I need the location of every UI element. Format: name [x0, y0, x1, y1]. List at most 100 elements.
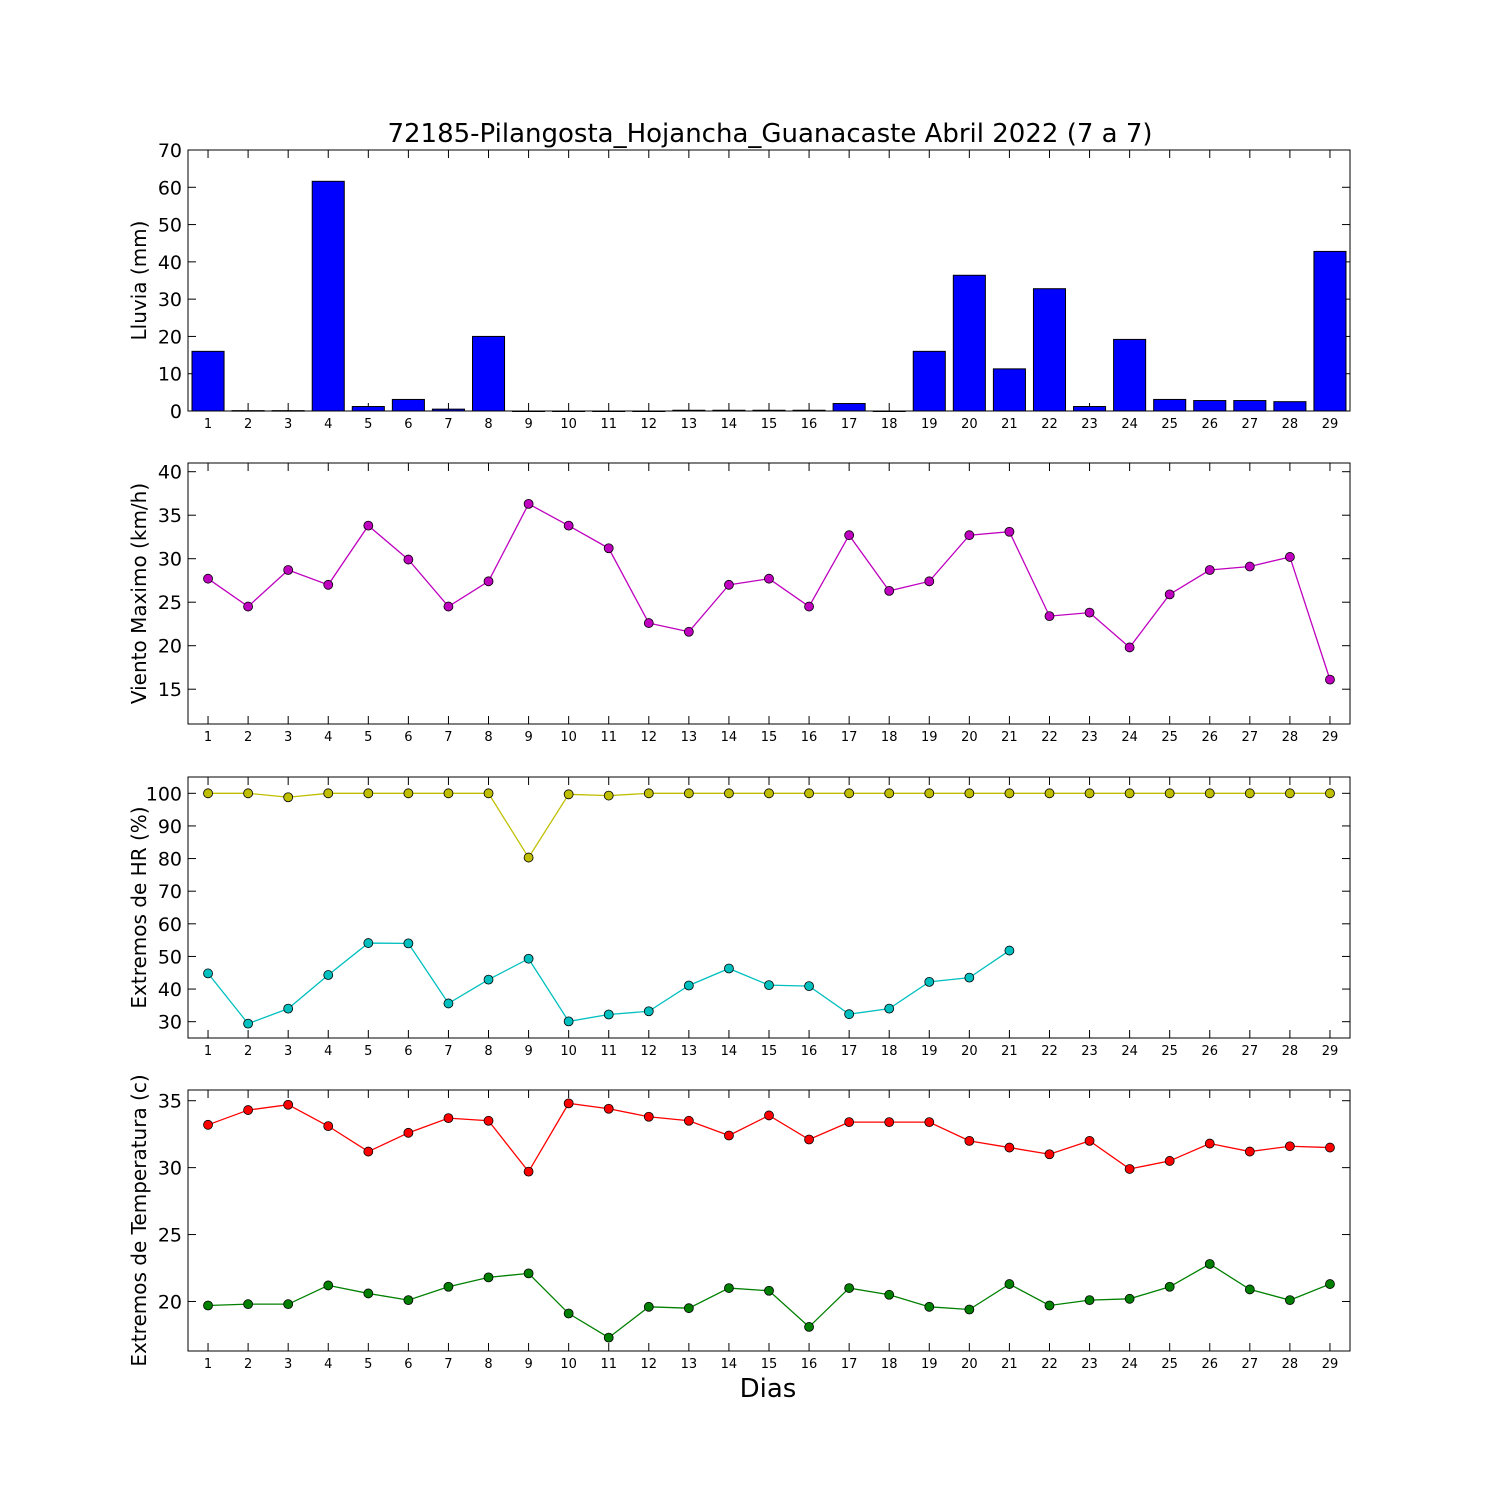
humidity-xtick-label: 1	[204, 1044, 212, 1059]
humidity-xtick-label: 20	[961, 1044, 978, 1059]
humidity-series-1-point	[563, 1016, 574, 1027]
humidity-xtick-label: 22	[1041, 1044, 1058, 1059]
rain-xtick-label: 2	[244, 417, 252, 432]
humidity-xtick-label: 7	[444, 1044, 452, 1059]
rain-xtick-label: 19	[921, 417, 938, 432]
temperature-series-1-point	[243, 1299, 254, 1310]
rain-bar	[952, 274, 986, 412]
humidity-xtick-label: 16	[801, 1044, 818, 1059]
wind-series-0-point	[724, 579, 734, 590]
temperature-series-0-point	[844, 1117, 855, 1128]
rain-ytick-label: 30	[158, 289, 182, 311]
rain-xtick-label: 28	[1282, 417, 1299, 432]
humidity-series-1-point	[443, 998, 454, 1009]
temperature-xtick-label: 2	[244, 1357, 252, 1372]
temperature-series-1-point	[1204, 1259, 1215, 1269]
humidity-series-1-point	[283, 1003, 294, 1014]
wind-xtick-label: 13	[681, 730, 698, 745]
temperature-series-0-point	[1044, 1149, 1055, 1160]
wind-series-0-point	[804, 601, 814, 612]
wind-series-0-point	[443, 601, 454, 612]
rain-bar	[431, 408, 465, 412]
humidity-xtick-label: 9	[524, 1044, 532, 1059]
rain-bar	[792, 409, 826, 412]
humidity-series-0-point	[844, 788, 855, 799]
temperature-series-0-point	[764, 1110, 774, 1121]
humidity-xtick-label: 18	[881, 1044, 898, 1059]
rain-xtick-label: 14	[721, 417, 738, 432]
temperature-series-1-point	[924, 1301, 935, 1312]
rain-bar	[592, 410, 626, 412]
rain-ytick-label: 10	[158, 364, 182, 386]
temperature-xtick-label: 5	[364, 1357, 372, 1372]
temperature-xtick-label: 16	[801, 1357, 818, 1372]
wind-series-0-point	[403, 554, 414, 565]
humidity-xtick-label: 24	[1121, 1044, 1138, 1059]
temperature-ytick-label: 25	[158, 1225, 182, 1247]
wind-xtick-label: 24	[1121, 730, 1138, 745]
humidity-series-1-point	[523, 953, 534, 964]
temperature-xtick-label: 17	[841, 1357, 858, 1372]
humidity-series-0-point	[563, 789, 574, 800]
temperature-series-0-point	[683, 1115, 694, 1126]
temperature-series-1-point	[1084, 1295, 1095, 1306]
wind-xtick-label: 1	[204, 730, 212, 745]
humidity-series-1-point	[1004, 945, 1015, 956]
rain-xtick-label: 18	[881, 417, 898, 432]
temperature-xtick-label: 22	[1041, 1357, 1058, 1372]
rain-bar	[391, 398, 425, 412]
rain-xtick-label: 24	[1121, 417, 1138, 432]
humidity-series-1-point	[243, 1018, 254, 1029]
wind-xtick-label: 7	[444, 730, 452, 745]
wind-xtick-label: 10	[560, 730, 577, 745]
humidity-series-0-point	[363, 788, 374, 799]
temperature-xtick-label: 27	[1242, 1357, 1259, 1372]
rain-xtick-label: 26	[1201, 417, 1218, 432]
temperature-series-1-point	[563, 1308, 574, 1319]
wind-xtick-label: 26	[1201, 730, 1218, 745]
wind-xtick-label: 20	[961, 730, 978, 745]
wind-xtick-label: 18	[881, 730, 898, 745]
humidity-series-0-point	[724, 788, 734, 799]
humidity-xtick-label: 27	[1242, 1044, 1259, 1059]
wind-xtick-label: 21	[1001, 730, 1018, 745]
rain-bar	[872, 410, 906, 412]
rain-xtick-label: 16	[801, 417, 818, 432]
humidity-xtick-label: 10	[560, 1044, 577, 1059]
humidity-xtick-label: 13	[681, 1044, 698, 1059]
wind-xtick-label: 27	[1242, 730, 1259, 745]
rain-bar	[512, 410, 546, 412]
humidity-xtick-label: 29	[1322, 1044, 1339, 1059]
humidity-ytick-label: 30	[158, 1012, 182, 1034]
humidity-series-0-point	[323, 788, 334, 799]
temperature-xtick-label: 25	[1161, 1357, 1178, 1372]
temperature-series-1-point	[403, 1295, 414, 1306]
rain-bar	[752, 409, 786, 412]
temperature-xtick-label: 18	[881, 1357, 898, 1372]
rain-xtick-label: 3	[284, 417, 292, 432]
rain-ytick-label: 60	[158, 177, 182, 199]
temperature-xtick-label: 26	[1201, 1357, 1218, 1372]
wind-series-0-point	[1244, 561, 1255, 572]
temperature-series-0-point	[804, 1134, 814, 1145]
humidity-ytick-label: 60	[158, 914, 182, 936]
wind-series-0-point	[1084, 607, 1095, 618]
humidity-xtick-label: 14	[721, 1044, 738, 1059]
humidity-series-0-point	[403, 788, 414, 799]
humidity-series-1-point	[724, 963, 734, 974]
wind-series-0-point	[1124, 642, 1135, 653]
temperature-series-0-point	[1164, 1156, 1175, 1166]
rain-xtick-label: 9	[524, 417, 532, 432]
rain-bar	[1233, 400, 1267, 412]
wind-ytick-label: 40	[158, 462, 182, 484]
rain-xtick-label: 8	[484, 417, 492, 432]
rain-xtick-label: 7	[444, 417, 452, 432]
humidity-xtick-label: 28	[1282, 1044, 1299, 1059]
humidity-ytick-label: 100	[146, 783, 182, 805]
humidity-series-0-point	[683, 788, 694, 799]
humidity-series-1-point	[884, 1003, 895, 1014]
temperature-series-1-point	[443, 1281, 454, 1292]
rain-ytick-label: 20	[158, 326, 182, 348]
humidity-xtick-label: 2	[244, 1044, 252, 1059]
